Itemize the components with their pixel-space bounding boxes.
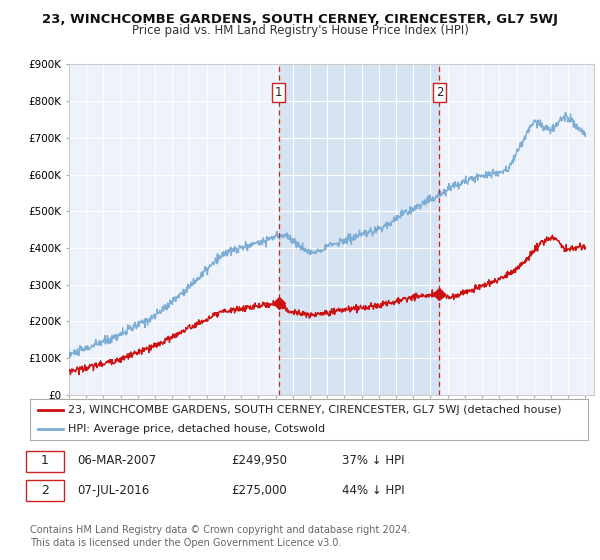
Text: 07-JUL-2016: 07-JUL-2016 [77,484,149,497]
Text: HPI: Average price, detached house, Cotswold: HPI: Average price, detached house, Cots… [68,424,325,434]
FancyBboxPatch shape [26,480,64,501]
Text: 2: 2 [436,86,443,99]
Text: 23, WINCHCOMBE GARDENS, SOUTH CERNEY, CIRENCESTER, GL7 5WJ (detached house): 23, WINCHCOMBE GARDENS, SOUTH CERNEY, CI… [68,405,562,415]
Text: £275,000: £275,000 [231,484,287,497]
Text: 44% ↓ HPI: 44% ↓ HPI [343,484,405,497]
Text: 37% ↓ HPI: 37% ↓ HPI [343,455,405,468]
Bar [278,64,439,395]
FancyBboxPatch shape [30,399,588,440]
FancyBboxPatch shape [26,451,64,472]
Text: Contains HM Land Registry data © Crown copyright and database right 2024.
This d: Contains HM Land Registry data © Crown c… [30,525,410,548]
Text: 06-MAR-2007: 06-MAR-2007 [77,455,157,468]
Text: £249,950: £249,950 [231,455,287,468]
Text: 23, WINCHCOMBE GARDENS, SOUTH CERNEY, CIRENCESTER, GL7 5WJ: 23, WINCHCOMBE GARDENS, SOUTH CERNEY, CI… [42,13,558,26]
Text: Price paid vs. HM Land Registry's House Price Index (HPI): Price paid vs. HM Land Registry's House … [131,24,469,38]
Text: 1: 1 [41,455,49,468]
Text: 2: 2 [41,484,49,497]
Text: 1: 1 [275,86,283,99]
